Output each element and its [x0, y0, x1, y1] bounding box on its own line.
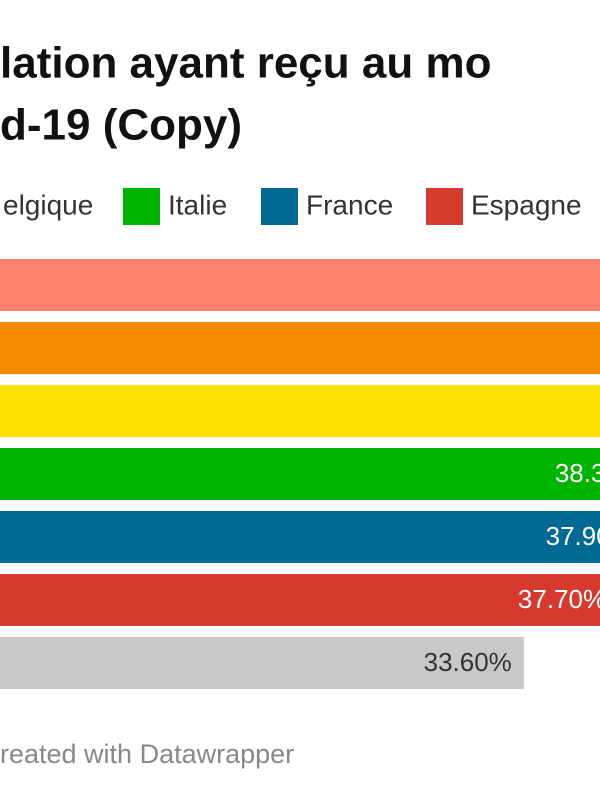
bar	[0, 637, 524, 689]
bar	[0, 259, 600, 311]
bar	[0, 448, 600, 500]
chart-title: d-19 (Copy)	[0, 101, 242, 150]
value-label: 38.30	[555, 458, 600, 488]
bar	[0, 574, 600, 626]
value-label: 37.90	[546, 521, 600, 551]
bar	[0, 385, 600, 437]
bar	[0, 511, 600, 563]
legend-swatch	[123, 188, 160, 225]
bar	[0, 322, 600, 374]
legend-label: France	[306, 189, 393, 220]
legend-swatch	[261, 188, 298, 225]
chart-title: lation ayant reçu au mo	[0, 39, 491, 88]
legend-label: elgique	[3, 189, 93, 220]
legend-swatch	[426, 188, 463, 225]
footer: reated with Datawrapper	[0, 739, 294, 769]
legend-label: Espagne	[471, 189, 582, 220]
value-label: 33.60%	[424, 647, 512, 677]
value-label: 37.70%	[518, 584, 600, 614]
legend-label: Italie	[168, 189, 227, 220]
